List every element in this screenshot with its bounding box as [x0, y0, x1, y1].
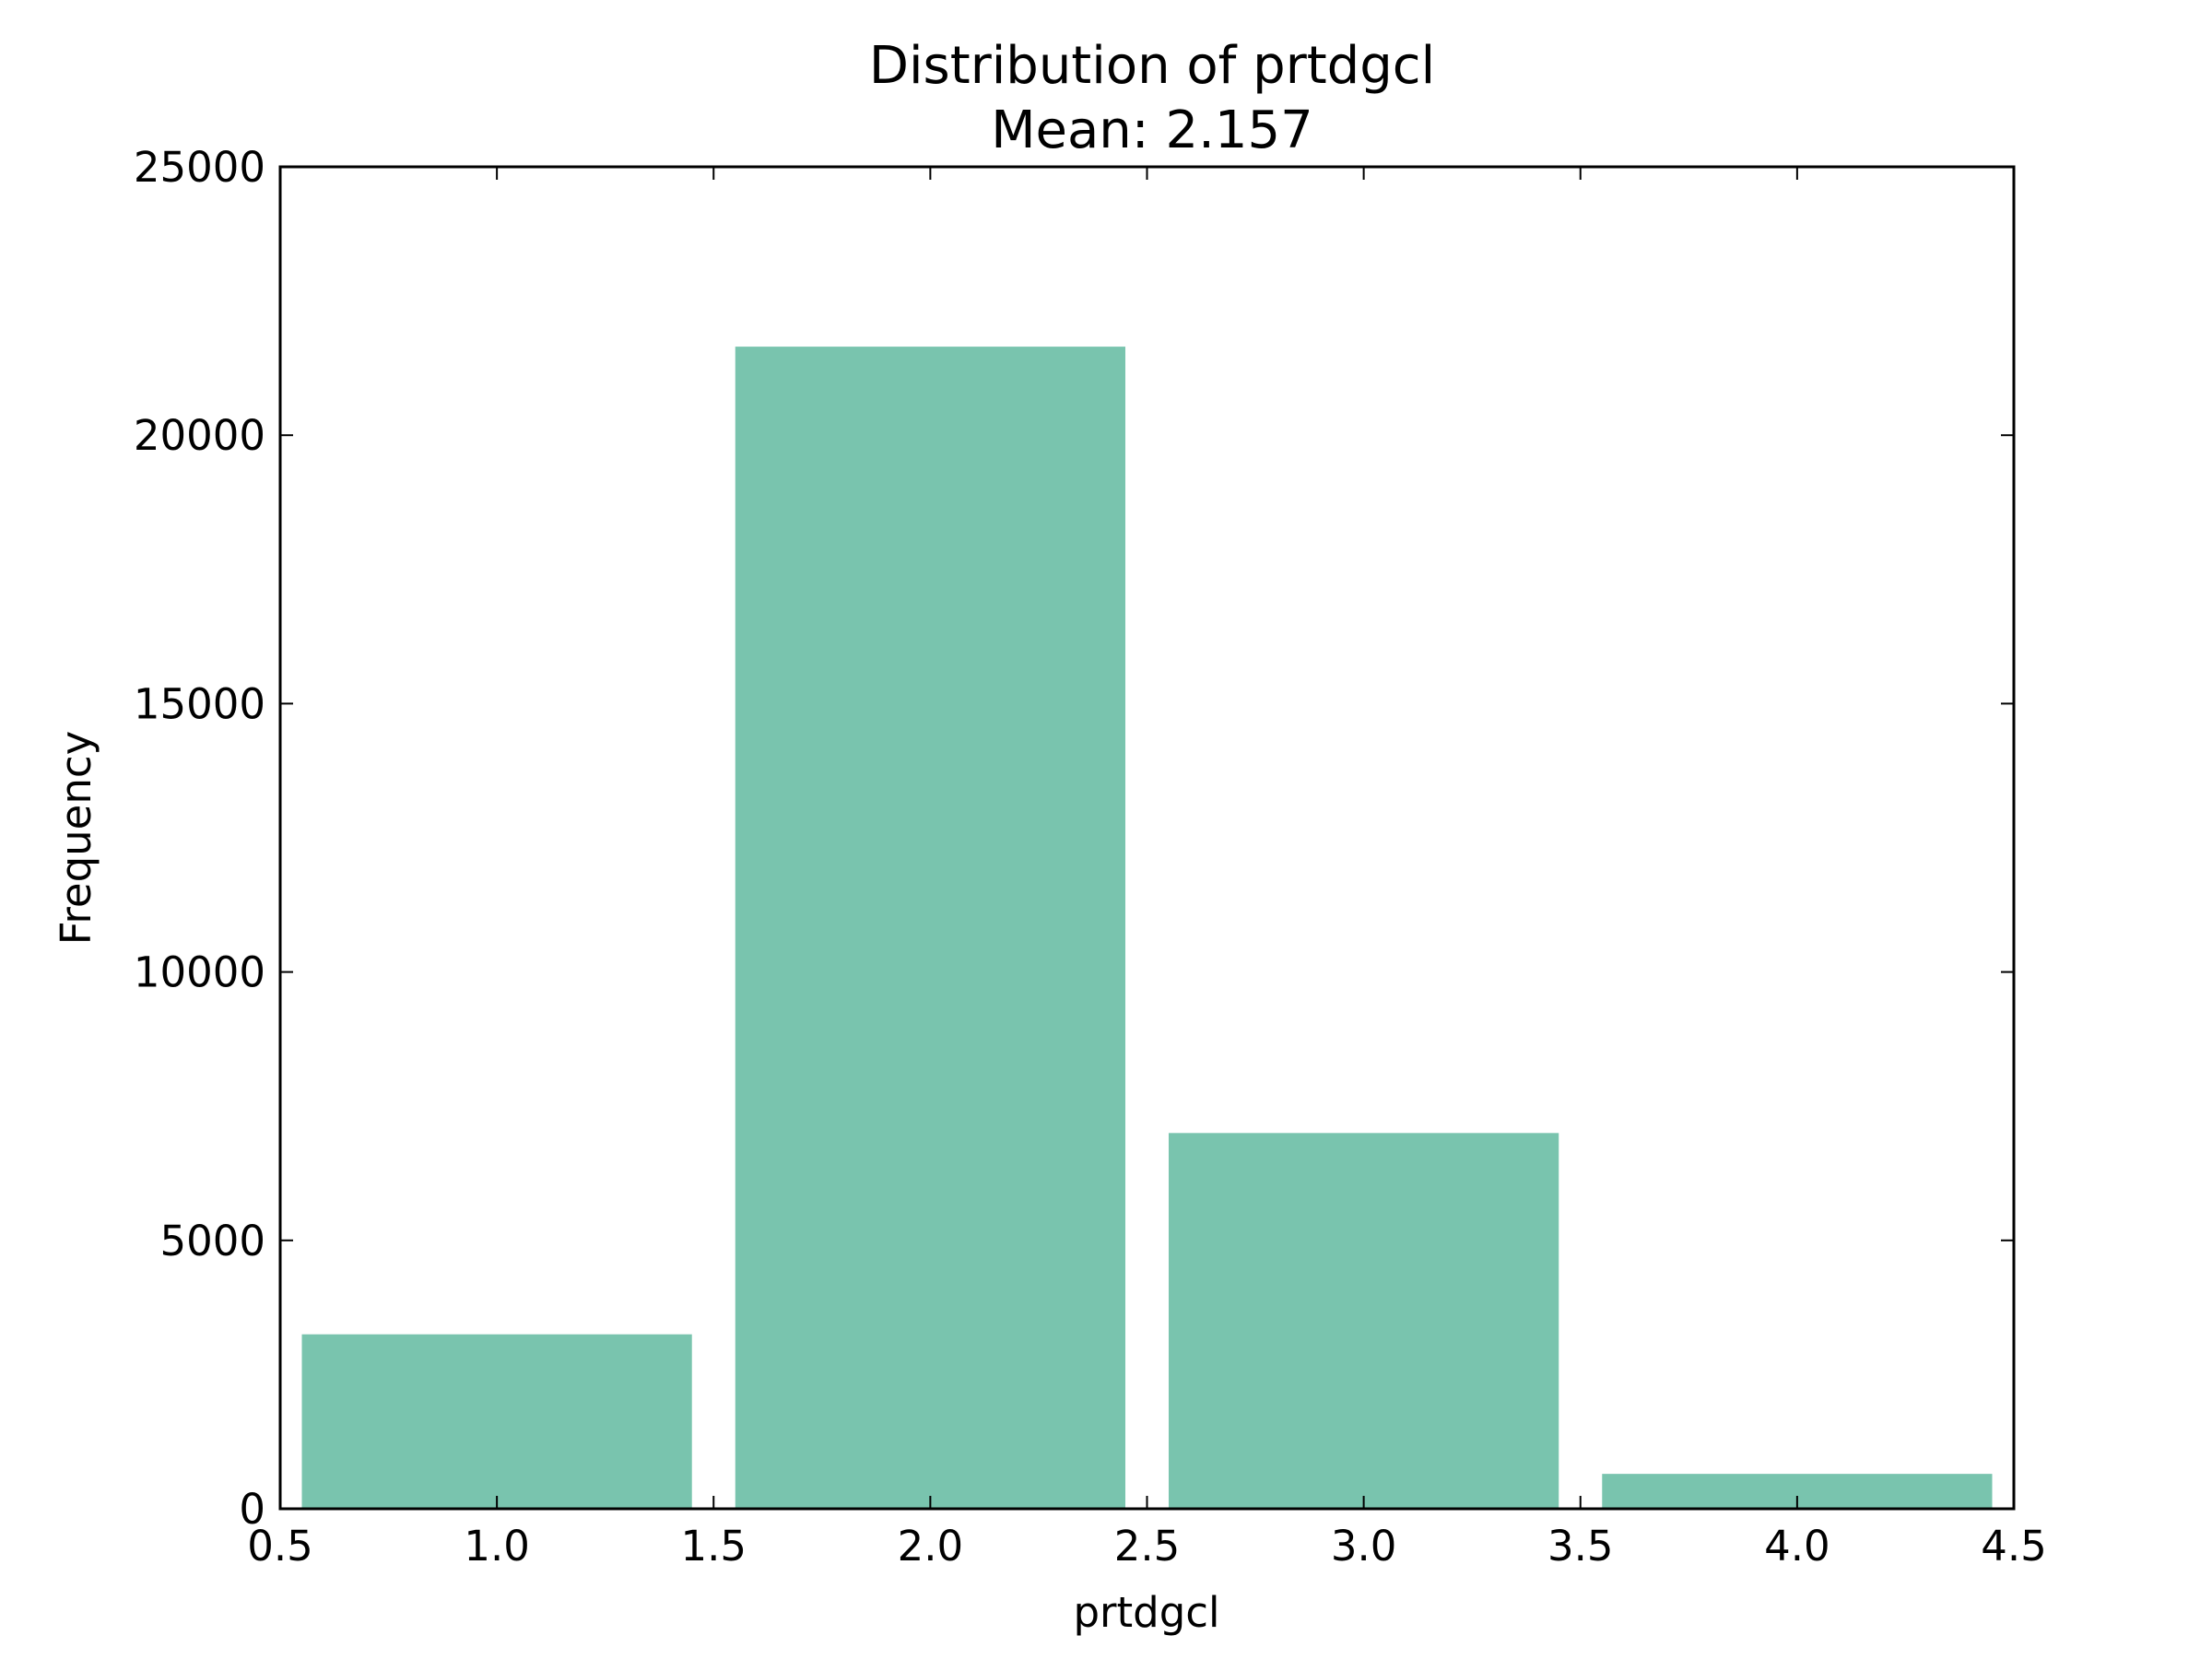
y-tick-label-0: 0 — [239, 1485, 265, 1534]
x-tick-label-3: 2.0 — [898, 1522, 964, 1571]
x-tick-label-6: 3.5 — [1547, 1522, 1614, 1571]
bars-layer — [301, 347, 1993, 1509]
y-axis-label: Frequency — [52, 731, 100, 945]
x-tick-label-0: 0.5 — [247, 1522, 313, 1571]
x-tick-label-1: 1.0 — [464, 1522, 530, 1571]
y-tick-label-2: 10000 — [134, 948, 265, 997]
x-tick-label-8: 4.5 — [1981, 1522, 2047, 1571]
x-tick-label-7: 4.0 — [1764, 1522, 1830, 1571]
plot-frame — [278, 165, 2016, 1511]
y-tick-label-1: 5000 — [159, 1217, 265, 1265]
y-tick-label-5: 25000 — [134, 143, 265, 192]
chart-subtitle: Mean: 2.157 — [991, 100, 1313, 160]
x-tick-label-5: 3.0 — [1331, 1522, 1397, 1571]
histogram-bar-1 — [301, 1334, 692, 1509]
histogram-bar-2 — [735, 347, 1125, 1509]
x-axis-label: prtdgcl — [1073, 1588, 1219, 1637]
y-tick-label-4: 20000 — [134, 411, 265, 460]
chart-title: Distribution of prtdgcl — [869, 36, 1435, 96]
histogram-bar-3 — [1169, 1133, 1559, 1509]
x-tick-label-4: 2.5 — [1114, 1522, 1181, 1571]
ticks-layer: 0.5 1.0 1.5 2.0 2.5 3.0 3.5 4.0 4.5 0 5000 10000 150… — [134, 143, 2047, 1571]
y-tick-label-3: 15000 — [134, 679, 265, 728]
x-tick-label-2: 1.5 — [680, 1522, 747, 1571]
